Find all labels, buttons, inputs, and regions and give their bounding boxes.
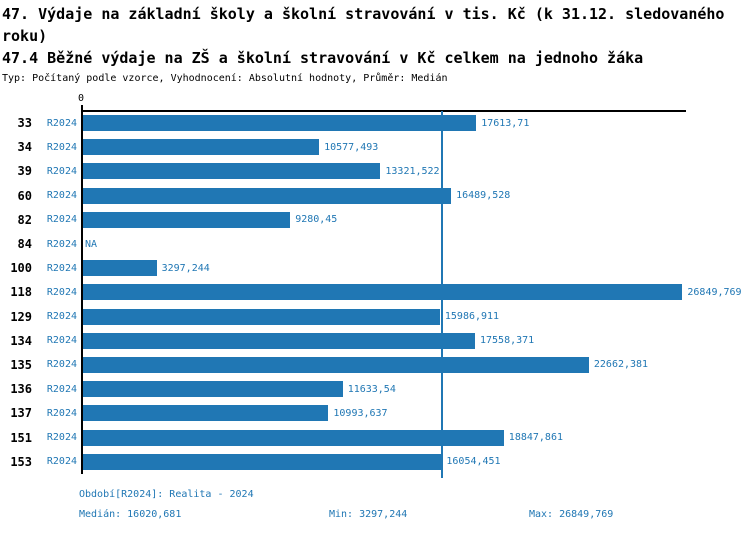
row-category-label: 151	[10, 430, 32, 445]
bar	[83, 381, 343, 398]
footer-min-stat: Min: 3297,244	[329, 509, 408, 520]
chart-row: 136 R2024 11633,54	[0, 377, 750, 401]
bar-value-label: 10577,493	[324, 141, 379, 153]
bar	[83, 211, 291, 228]
row-category-label: 137	[10, 406, 32, 421]
row-series-label: R2024	[46, 335, 77, 347]
bar	[83, 139, 320, 156]
chart-row: 39 R2024 13321,522	[0, 159, 750, 183]
row-category-label: 33	[17, 116, 32, 131]
row-category-label: 60	[17, 188, 32, 203]
bar-value-label: 17558,371	[480, 335, 535, 347]
row-series-label: R2024	[46, 141, 77, 153]
chart-row: 82 R2024 9280,45	[0, 208, 750, 232]
row-category-label: 129	[10, 309, 32, 324]
row-category-label: 136	[10, 382, 32, 397]
chart-row: 134 R2024 17558,371	[0, 329, 750, 353]
row-category-label: 135	[10, 357, 32, 372]
row-series-label: R2024	[46, 190, 77, 202]
row-series-label: R2024	[46, 359, 77, 371]
row-series-label: R2024	[46, 407, 77, 419]
row-series-label: R2024	[46, 311, 77, 323]
chart-subtitle: 47.4 Běžné výdaje na ZŠ a školní stravov…	[2, 49, 644, 67]
row-category-label: 118	[10, 285, 32, 300]
bar	[83, 429, 504, 446]
row-series-label: R2024	[46, 165, 77, 177]
row-category-label: 84	[17, 237, 32, 252]
chart-row: 118 R2024 26849,769	[0, 280, 750, 304]
row-series-label: R2024	[46, 286, 77, 298]
bar-value-label: 22662,381	[593, 359, 649, 371]
bar	[83, 260, 157, 277]
bar-value-label: 3297,244	[161, 262, 210, 274]
row-series-label: R2024	[46, 383, 77, 395]
bar-value-label: 16489,528	[456, 190, 511, 202]
chart-row: 137 R2024 10993,637	[0, 401, 750, 425]
chart-row: 151 R2024 18847,861	[0, 425, 750, 449]
bar	[83, 163, 381, 180]
footer-median-stat: Medián: 16020,681	[79, 509, 182, 520]
chart-row: 135 R2024 22662,381	[0, 353, 750, 377]
bar-value-label: 10993,637	[333, 407, 388, 419]
chart-row: 34 R2024 10577,493	[0, 135, 750, 159]
bar-value-label: NA	[85, 238, 98, 250]
row-series-label: R2024	[46, 432, 77, 444]
row-category-label: 39	[17, 164, 32, 179]
x-axis-line	[81, 110, 686, 112]
bar-value-label: 11633,54	[347, 383, 396, 395]
bar	[83, 115, 477, 132]
row-category-label: 134	[10, 333, 32, 348]
row-series-label: R2024	[46, 214, 77, 226]
bar	[83, 332, 475, 349]
chart-rows: 33 R2024 17613,71 34 R2024 10577,493 39 …	[0, 111, 750, 474]
bar-value-label: 9280,45	[295, 214, 338, 226]
bar-value-label: 26849,769	[687, 286, 742, 298]
bar	[83, 405, 329, 422]
row-category-label: 153	[10, 454, 32, 469]
bar-value-label: 17613,71	[481, 117, 530, 129]
bar	[83, 187, 452, 204]
row-series-label: R2024	[46, 456, 77, 468]
chart-row: 100 R2024 3297,244	[0, 256, 750, 280]
bar-value-label: 15986,911	[444, 311, 500, 323]
footer-max-stat: Max: 26849,769	[529, 509, 614, 520]
bar	[83, 308, 440, 325]
bar-value-label: 18847,861	[508, 432, 563, 444]
footer-period-label: Období[R2024]: Realita - 2024	[79, 489, 254, 500]
chart-title-line1: 47. Výdaje na základní školy a školní st…	[2, 5, 725, 23]
row-category-label: 100	[10, 261, 32, 276]
row-series-label: R2024	[46, 238, 77, 250]
chart-row: 153 R2024 16054,451	[0, 450, 750, 474]
chart-row: 33 R2024 17613,71	[0, 111, 750, 135]
chart-header: 47. Výdaje na základní školy a školní st…	[2, 3, 724, 84]
row-category-label: 34	[17, 140, 32, 155]
row-series-label: R2024	[46, 117, 77, 129]
bar	[83, 453, 442, 470]
bar-value-label: 16054,451	[446, 456, 501, 468]
bar-value-label: 13321,522	[385, 165, 440, 177]
chart-row: 129 R2024 15986,911	[0, 305, 750, 329]
bar	[83, 284, 683, 301]
x-axis-zero-tick-label: 0	[77, 93, 85, 104]
row-series-label: R2024	[46, 262, 77, 274]
row-category-label: 82	[17, 212, 32, 227]
chart-row: 60 R2024 16489,528	[0, 184, 750, 208]
chart-title-line2: roku)	[2, 27, 48, 45]
chart-meta-info: Typ: Počítaný podle vzorce, Vyhodnocení:…	[2, 73, 448, 84]
y-axis-line	[81, 105, 83, 474]
chart-row: 84 R2024 NA	[0, 232, 750, 256]
bar	[83, 356, 589, 373]
